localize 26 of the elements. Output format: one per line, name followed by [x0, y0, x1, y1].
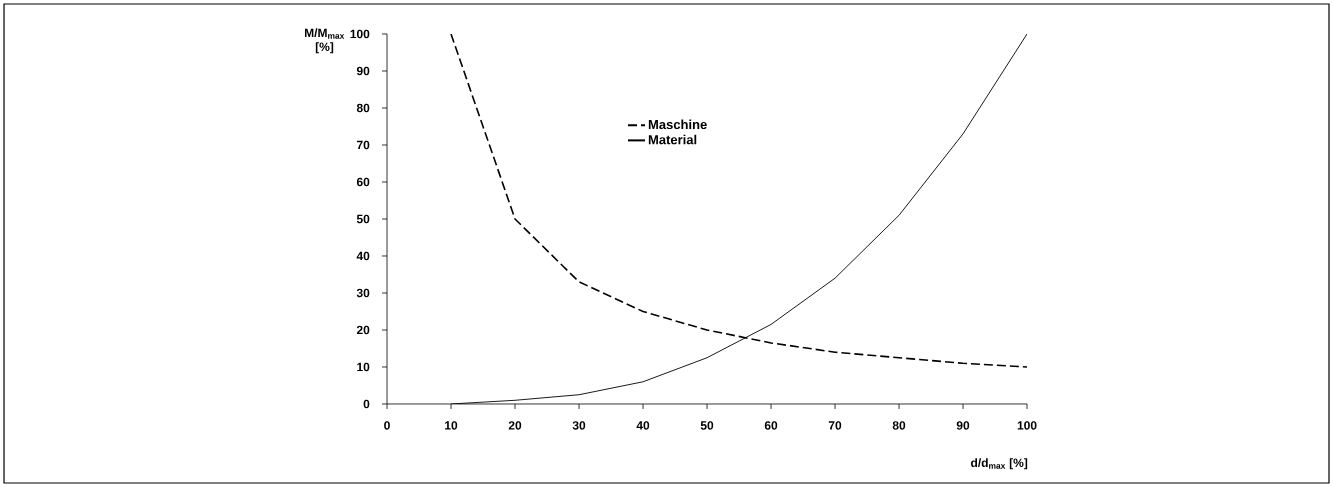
- x-tick-label: 70: [828, 421, 842, 430]
- x-tick-label: 20: [508, 421, 522, 430]
- y-tick-label: 40: [356, 251, 370, 261]
- legend-label: Maschine: [648, 119, 707, 130]
- x-tick-label: 100: [1017, 421, 1037, 430]
- x-tick-label: 10: [445, 421, 458, 430]
- y-tick-label: 70: [356, 140, 370, 150]
- y-tick-label: 50: [356, 214, 370, 224]
- y-tick-label: 0: [363, 399, 370, 409]
- y-tick-label: 80: [356, 103, 370, 113]
- x-tick-label: 90: [956, 421, 970, 430]
- y-tick-label: 10: [357, 362, 370, 372]
- x-tick-label: 40: [636, 421, 650, 430]
- x-tick-label: 60: [764, 421, 778, 430]
- y-tick-label: 90: [356, 66, 370, 76]
- y-tick-label: 60: [356, 177, 370, 187]
- x-tick-label: 80: [892, 421, 906, 430]
- x-tick-label: 30: [572, 421, 586, 430]
- y-tick-label: 20: [356, 325, 370, 335]
- y-tick-label: 30: [356, 288, 370, 298]
- x-tick-label: 50: [700, 421, 714, 430]
- x-tick-label: 0: [384, 421, 390, 430]
- y-tick-label: 100: [350, 29, 370, 39]
- legend-label: Material: [648, 134, 697, 145]
- x-axis-title: d/d$_{max}$ [%]: [971, 458, 1028, 470]
- y-axis-title: M/M$_{max}$ [%]: [304, 28, 345, 54]
